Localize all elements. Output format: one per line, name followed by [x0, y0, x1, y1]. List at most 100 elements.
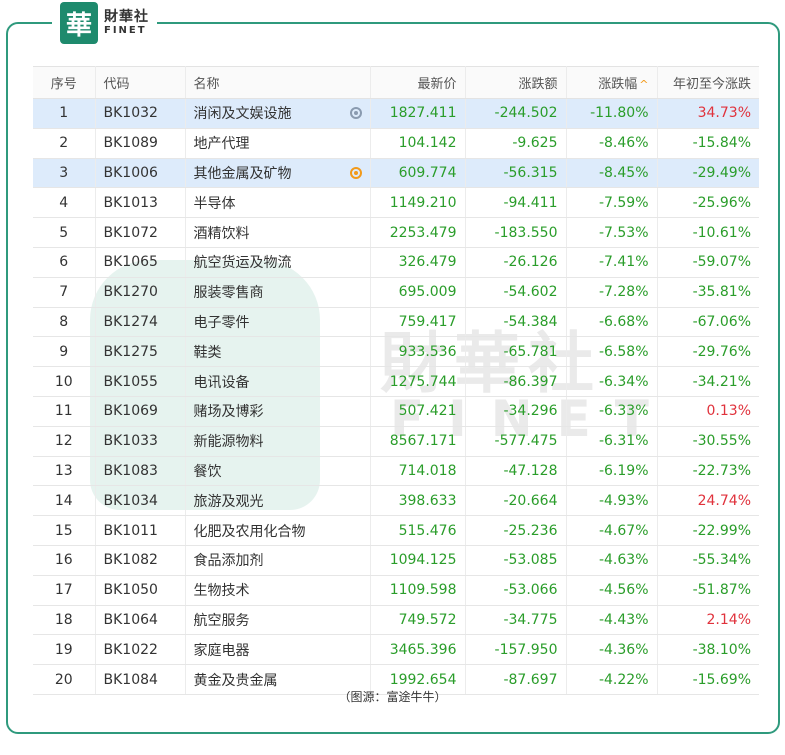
cell-pct: -8.45% [566, 158, 658, 189]
cell-change: -53.085 [465, 545, 567, 576]
cell-price: 749.572 [370, 605, 466, 636]
cell-name: 食品添加剂 [185, 545, 371, 576]
cell-ytd: 24.74% [657, 485, 759, 517]
cell-name: 电子零件 [185, 307, 371, 338]
table-row[interactable]: 2 BK1089 地产代理 104.142 -9.625 -8.46% -15.84% [33, 128, 759, 159]
table-row[interactable]: 13 BK1083 餐饮 714.018 -47.128 -6.19% -22.73% [33, 456, 759, 487]
cell-change: -25.236 [465, 515, 567, 546]
cell-price: 1992.654 [370, 664, 466, 695]
table-row[interactable]: 16 BK1082 食品添加剂 1094.125 -53.085 -4.63% -55.34… [33, 545, 759, 576]
cell-pct: -7.53% [566, 217, 658, 248]
cell-pct: -4.93% [566, 485, 658, 517]
header-change[interactable]: 涨跌额 [465, 66, 567, 99]
cell-code: BK1069 [95, 396, 186, 427]
cell-index: 4 [33, 187, 96, 219]
cell-code: BK1065 [95, 247, 186, 278]
header-name[interactable]: 名称 [185, 66, 371, 99]
cell-pct: -7.28% [566, 277, 658, 308]
header-price[interactable]: 最新价 [370, 66, 466, 99]
sector-name: 赌场及博彩 [193, 404, 264, 421]
cell-name: 旅游及观光 [185, 485, 371, 517]
sector-name: 航空货运及物流 [193, 255, 292, 272]
cell-change: -56.315 [465, 158, 567, 189]
cell-ytd: -10.61% [657, 217, 759, 248]
cell-code: BK1274 [95, 307, 186, 338]
cell-pct: -6.58% [566, 336, 658, 368]
cell-price: 1109.598 [370, 575, 466, 606]
table-row[interactable]: 3 BK1006 其他金属及矿物 609.774 -56.315 -8.45% -29.49… [33, 158, 759, 189]
header-index[interactable]: 序号 [33, 66, 96, 99]
table-row[interactable]: 1 BK1032 消闲及文娱设施 1827.411 -244.502 -11.80% 34.… [33, 98, 759, 129]
cell-price: 104.142 [370, 128, 466, 159]
logo-seal: 華 [60, 2, 98, 44]
watch-icon[interactable] [349, 107, 362, 120]
table-row[interactable]: 10 BK1055 电讯设备 1275.744 -86.397 -6.34% -34.21% [33, 366, 759, 397]
table-header-row: 序号 代码 名称 最新价 涨跌额 涨跌幅 ^ 年初至今涨跌 [33, 66, 759, 99]
cell-index: 1 [33, 98, 96, 129]
cell-code: BK1006 [95, 158, 186, 189]
cell-index: 8 [33, 307, 96, 338]
table-row[interactable]: 17 BK1050 生物技术 1109.598 -53.066 -4.56% -51.87% [33, 575, 759, 606]
table-row[interactable]: 15 BK1011 化肥及农用化合物 515.476 -25.236 -4.67% -22.… [33, 515, 759, 546]
cell-price: 515.476 [370, 515, 466, 546]
cell-pct: -4.43% [566, 605, 658, 636]
table-row[interactable]: 14 BK1034 旅游及观光 398.633 -20.664 -4.93% 24.74% [33, 485, 759, 517]
cell-price: 695.009 [370, 277, 466, 308]
header-ytd[interactable]: 年初至今涨跌 [657, 66, 759, 99]
cell-index: 12 [33, 426, 96, 457]
table-row[interactable]: 8 BK1274 电子零件 759.417 -54.384 -6.68% -67.06% [33, 307, 759, 338]
cell-name: 服装零售商 [185, 277, 371, 308]
cell-change: -47.128 [465, 456, 567, 487]
header-pct[interactable]: 涨跌幅 ^ [566, 66, 658, 99]
cell-ytd: -29.76% [657, 336, 759, 368]
table-row[interactable]: 7 BK1270 服装零售商 695.009 -54.602 -7.28% -35.81% [33, 277, 759, 308]
header-code[interactable]: 代码 [95, 66, 186, 99]
cell-pct: -8.46% [566, 128, 658, 159]
cell-code: BK1064 [95, 605, 186, 636]
table-row[interactable]: 18 BK1064 航空服务 749.572 -34.775 -4.43% 2.14% [33, 605, 759, 636]
table-row[interactable]: 11 BK1069 赌场及博彩 507.421 -34.296 -6.33% 0.13% [33, 396, 759, 427]
sector-name: 餐饮 [193, 463, 222, 480]
content-frame [6, 22, 780, 734]
cell-price: 326.479 [370, 247, 466, 278]
table-row[interactable]: 9 BK1275 鞋类 933.536 -65.781 -6.58% -29.76% [33, 336, 759, 368]
cell-pct: -6.19% [566, 456, 658, 487]
cell-name: 半导体 [185, 187, 371, 219]
cell-name: 餐饮 [185, 456, 371, 487]
sector-name: 地产代理 [193, 136, 250, 153]
cell-ytd: -59.07% [657, 247, 759, 278]
header-pct-label: 涨跌幅 [598, 77, 638, 92]
cell-ytd: -29.49% [657, 158, 759, 189]
cell-ytd: -51.87% [657, 575, 759, 606]
sector-name: 鞋类 [193, 344, 222, 361]
table-row[interactable]: 5 BK1072 酒精饮料 2253.479 -183.550 -7.53% -10.61% [33, 217, 759, 248]
table-row[interactable]: 19 BK1022 家庭电器 3465.396 -157.950 -4.36% -38.10… [33, 634, 759, 666]
cell-code: BK1275 [95, 336, 186, 368]
cell-price: 609.774 [370, 158, 466, 189]
cell-index: 15 [33, 515, 96, 546]
cell-ytd: -15.69% [657, 664, 759, 695]
sector-name: 化肥及农用化合物 [193, 523, 306, 540]
table-row[interactable]: 4 BK1013 半导体 1149.210 -94.411 -7.59% -25.96% [33, 187, 759, 219]
table-row[interactable]: 20 BK1084 黄金及贵金属 1992.654 -87.697 -4.22% -15.6… [33, 664, 759, 695]
cell-ytd: 0.13% [657, 396, 759, 427]
cell-ytd: -67.06% [657, 307, 759, 338]
cell-code: BK1022 [95, 634, 186, 666]
cell-price: 1275.744 [370, 366, 466, 397]
logo-name-cn: 財華社 [104, 9, 149, 25]
cell-ytd: -22.73% [657, 456, 759, 487]
cell-index: 13 [33, 456, 96, 487]
cell-index: 20 [33, 664, 96, 695]
cell-pct: -11.80% [566, 98, 658, 129]
table-row[interactable]: 12 BK1033 新能源物料 8567.171 -577.475 -6.31% -30.5… [33, 426, 759, 457]
cell-pct: -7.59% [566, 187, 658, 219]
watch-icon-active[interactable] [349, 166, 362, 179]
cell-name: 化肥及农用化合物 [185, 515, 371, 546]
cell-code: BK1011 [95, 515, 186, 546]
cell-name: 电讯设备 [185, 366, 371, 397]
cell-name: 新能源物料 [185, 426, 371, 457]
sort-up-icon[interactable]: ^ [639, 78, 649, 91]
cell-pct: -7.41% [566, 247, 658, 278]
cell-ytd: 2.14% [657, 605, 759, 636]
table-row[interactable]: 6 BK1065 航空货运及物流 326.479 -26.126 -7.41% -59.07… [33, 247, 759, 278]
